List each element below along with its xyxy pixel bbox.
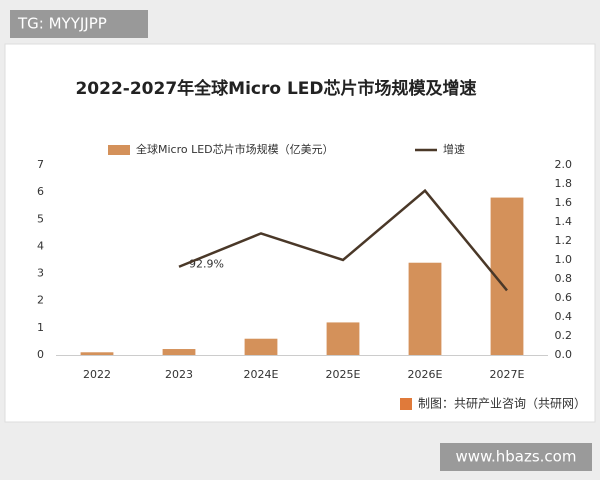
source-icon bbox=[400, 398, 412, 410]
y-tick-label: 2 bbox=[37, 294, 44, 307]
x-tick-label: 2026E bbox=[408, 368, 443, 381]
y-tick-label: 1 bbox=[37, 321, 44, 334]
bar bbox=[244, 338, 278, 355]
website-box bbox=[440, 443, 592, 471]
bar bbox=[162, 349, 196, 355]
legend-label: 全球Micro LED芯片市场规模（亿美元） bbox=[136, 142, 334, 156]
x-tick-label: 2022 bbox=[83, 368, 111, 381]
y2-tick-label: 0.6 bbox=[555, 291, 573, 304]
bar bbox=[326, 322, 360, 355]
chart-title: 2022-2027年全球Micro LED芯片市场规模及增速 bbox=[75, 78, 476, 99]
bar bbox=[80, 352, 114, 355]
y2-tick-label: 1.0 bbox=[555, 253, 573, 266]
x-tick-label: 2023 bbox=[165, 368, 193, 381]
y-tick-label: 7 bbox=[37, 158, 44, 171]
y-tick-label: 0 bbox=[37, 348, 44, 361]
y2-tick-label: 0.0 bbox=[555, 348, 573, 361]
x-tick-label: 2024E bbox=[244, 368, 279, 381]
x-tick-label: 2025E bbox=[326, 368, 361, 381]
y2-tick-label: 0.4 bbox=[555, 310, 573, 323]
legend-label: 增速 bbox=[443, 142, 465, 156]
website: www.hbazs.com bbox=[456, 448, 577, 466]
y2-tick-label: 0.8 bbox=[555, 272, 573, 285]
y-tick-label: 4 bbox=[37, 239, 44, 252]
y2-tick-label: 1.6 bbox=[555, 196, 573, 209]
line bbox=[178, 188, 508, 292]
badge: TG: MYYJJPP bbox=[17, 15, 107, 33]
badge-box bbox=[10, 10, 148, 38]
legend-swatch bbox=[108, 145, 130, 155]
y-tick-label: 5 bbox=[37, 212, 44, 225]
y-tick-label: 3 bbox=[37, 267, 44, 280]
y2-tick-label: 1.8 bbox=[555, 177, 573, 190]
y2-tick-label: 0.2 bbox=[555, 329, 573, 342]
data-label: 92.9% bbox=[189, 258, 224, 271]
x-tick-label: 2027E bbox=[490, 368, 525, 381]
y2-tick-label: 1.4 bbox=[555, 215, 573, 228]
bar bbox=[408, 262, 442, 355]
source: 制图：共研产业咨询（共研网） bbox=[418, 396, 586, 411]
y-tick-label: 6 bbox=[37, 185, 44, 198]
y2-tick-label: 2.0 bbox=[555, 158, 573, 171]
y2-tick-label: 1.2 bbox=[555, 234, 573, 247]
